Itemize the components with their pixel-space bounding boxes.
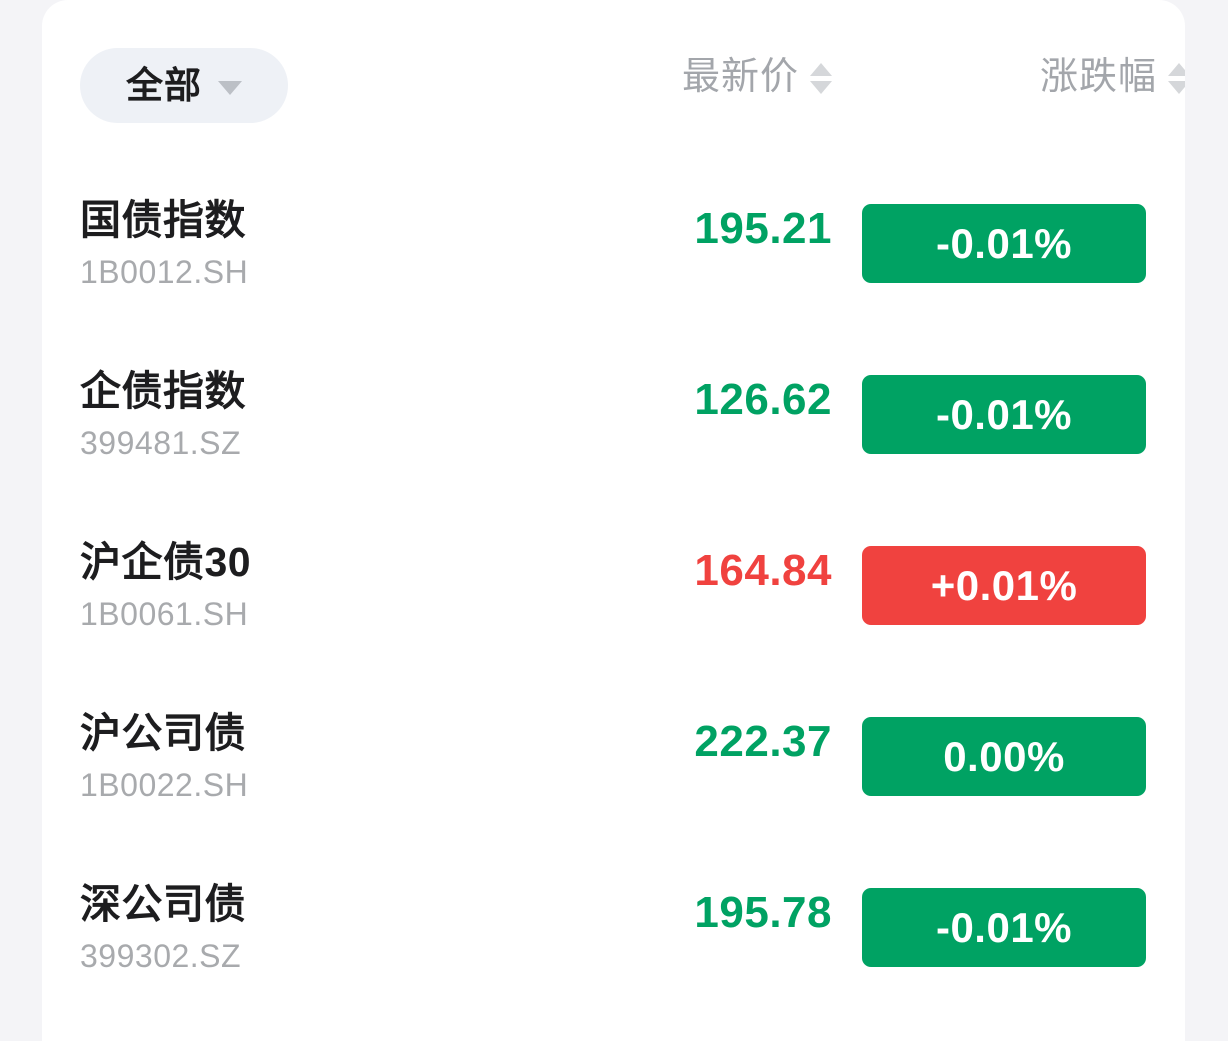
row-change-badge: -0.01% [862,888,1146,967]
row-identity: 深公司债 399302.SZ [80,881,550,974]
filter-dropdown-label: 全部 [126,65,202,106]
row-code: 1B0012.SH [80,253,249,290]
filter-dropdown-all[interactable]: 全部 [80,48,288,123]
row-latest-price: 222.37 [694,717,832,766]
sort-arrows-icon [1168,61,1185,94]
row-change-value: 0.00% [943,732,1065,780]
row-change-value: -0.01% [935,219,1073,267]
row-change-value: -0.01% [935,390,1073,438]
row-identity: 企债指数 399481.SZ [80,368,550,461]
row-name: 企债指数 [80,368,246,414]
row-name: 国债指数 [80,197,246,243]
row-change-badge: -0.01% [862,375,1146,454]
row-latest-price: 164.84 [694,546,832,595]
row-identity: 沪企债30 1B0061.SH [80,539,550,632]
row-name: 深公司债 [80,881,246,927]
row-name: 沪公司债 [80,710,246,756]
row-code: 1B0061.SH [80,595,249,632]
column-header-latest-price-label: 最新价 [681,56,799,98]
column-header-latest-price[interactable]: 最新价 [612,58,832,96]
row-change-value: -0.01% [935,903,1073,951]
row-latest-price: 126.62 [694,375,832,424]
quote-list: 国债指数 1B0012.SH 195.21 -0.01% 企债指数 399481… [42,170,1185,1025]
row-change-value: +0.01% [930,561,1078,609]
quote-list-card: 全部 最新价 涨跌幅 国债指数 1B0012.SH 195.21 [42,0,1185,1041]
row-code: 399302.SZ [80,937,242,974]
table-row[interactable]: 沪公司债 1B0022.SH 222.37 0.00% [42,683,1185,854]
column-header-change-percent-label: 涨跌幅 [1039,56,1157,98]
sort-arrows-icon [810,61,832,94]
row-latest-price: 195.78 [694,888,832,937]
row-code: 1B0022.SH [80,766,249,803]
column-header-change-percent[interactable]: 涨跌幅 [942,58,1185,96]
row-name: 沪企债30 [80,539,252,585]
table-row[interactable]: 企债指数 399481.SZ 126.62 -0.01% [42,341,1185,512]
row-identity: 沪公司债 1B0022.SH [80,710,550,803]
row-code: 399481.SZ [80,424,242,461]
row-identity: 国债指数 1B0012.SH [80,197,550,290]
row-change-badge: +0.01% [862,546,1146,625]
list-header: 全部 最新价 涨跌幅 [42,0,1185,170]
table-row[interactable]: 国债指数 1B0012.SH 195.21 -0.01% [42,170,1185,341]
row-latest-price: 195.21 [694,204,832,253]
row-change-badge: 0.00% [862,717,1146,796]
chevron-down-icon [218,80,242,95]
row-change-badge: -0.01% [862,204,1146,283]
table-row[interactable]: 沪企债30 1B0061.SH 164.84 +0.01% [42,512,1185,683]
table-row[interactable]: 深公司债 399302.SZ 195.78 -0.01% [42,854,1185,1025]
